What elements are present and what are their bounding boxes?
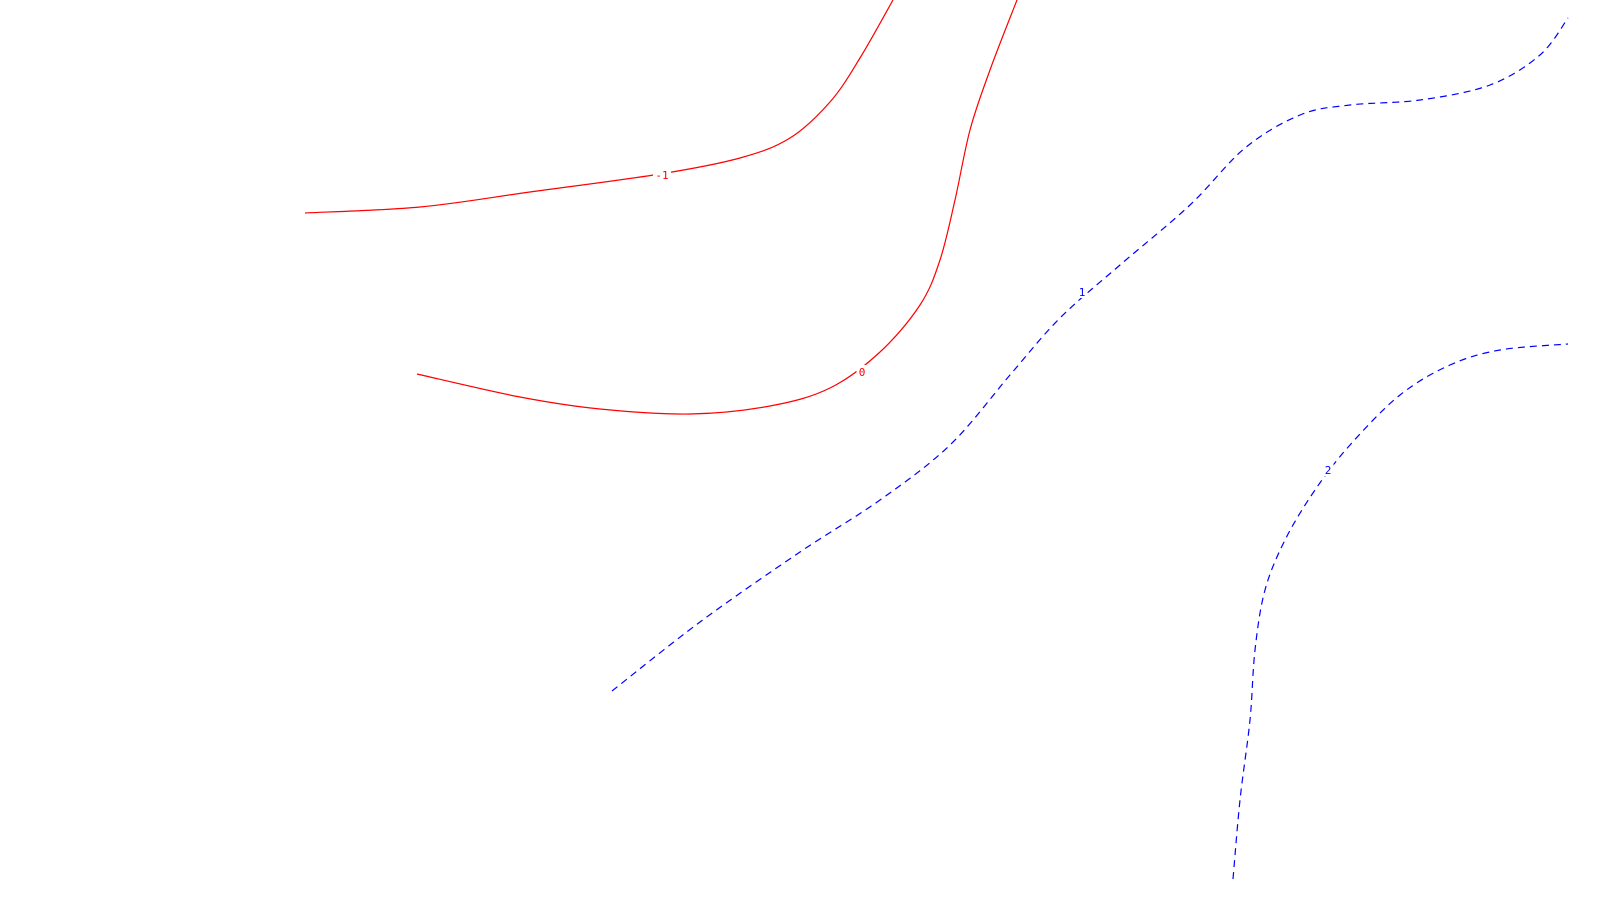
contour-line-level-2 <box>1232 343 1569 880</box>
contour-labels: -1 0 1 2 <box>653 168 1334 477</box>
contour-label-gap <box>1322 463 1334 476</box>
contour-label-neg1: -1 <box>655 169 668 182</box>
contour-line-level-0 <box>416 0 1018 415</box>
contour-label-gap <box>856 365 868 378</box>
contour-label-gap <box>1076 285 1088 298</box>
contour-line-level-neg1 <box>304 0 894 214</box>
contour-label-1: 1 <box>1079 286 1086 299</box>
contour-line-level-1 <box>611 17 1569 692</box>
contour-lines <box>304 0 1569 880</box>
contour-label-2: 2 <box>1325 464 1332 477</box>
contour-label-0: 0 <box>859 366 866 379</box>
contour-label-gap <box>653 168 671 181</box>
